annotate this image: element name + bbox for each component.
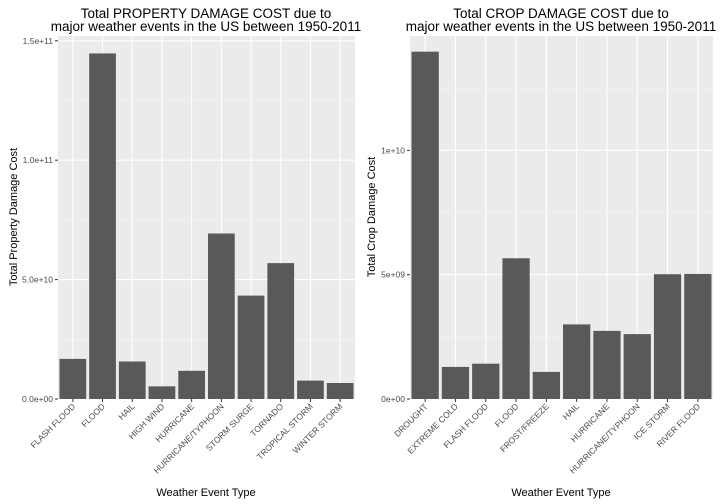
x-tick-label: HAIL (561, 401, 582, 422)
y-axis-ticks: 0e+00 5e+09 1e+10 (381, 145, 410, 404)
y-tick-label: 0e+00 (381, 394, 405, 404)
bar-hurricane (178, 370, 206, 399)
y-tick-label: 1.5e+11 (23, 36, 54, 46)
bar-river-flood (684, 273, 712, 399)
bar-tornado (267, 263, 295, 399)
bar-drought (411, 51, 439, 400)
bar-flash-flood (59, 358, 87, 399)
crop-damage-chart: Total CROP DAMAGE COST due to major weat… (366, 6, 716, 499)
x-tick-label: FLASH FLOOD (28, 401, 77, 450)
chart-title-line-2: major weather events in the US between 1… (406, 19, 716, 34)
y-tick-label: 1e+10 (381, 145, 405, 155)
bar-high-wind (148, 386, 176, 399)
x-tick-label: TROPICAL STORM (255, 401, 315, 461)
property-damage-chart: Total PROPERTY DAMAGE COST due to major … (8, 6, 361, 499)
bar-hurricane (593, 330, 621, 399)
bar-flood (89, 53, 116, 399)
y-tick-label: 5e+09 (381, 270, 405, 280)
bar-hurricane-typhoon (207, 233, 235, 399)
chart-title-line-1: Total CROP DAMAGE COST due to (453, 6, 669, 21)
bar-ice-storm (653, 274, 682, 399)
bar-storm-surge (237, 295, 265, 399)
chart-title-line-1: Total PROPERTY DAMAGE COST due to (81, 6, 332, 21)
y-tick-label: 5.0e+10 (22, 275, 53, 285)
bar-flash-flood (472, 363, 500, 399)
y-tick-label: 0.0e+00 (22, 394, 53, 404)
y-axis-ticks: 0.0e+00 5.0e+10 1.0e+11 1.5e+11 (22, 36, 58, 404)
bar-hail (118, 361, 146, 399)
y-axis-title: Total Property Damage Cost (8, 148, 20, 286)
bar-hurricane-typhoon (623, 334, 651, 399)
bars (411, 51, 712, 400)
bars (59, 53, 354, 399)
x-tick-label: FLOOD (79, 401, 107, 429)
x-tick-label: FLOOD (493, 401, 521, 429)
bar-frost-freeze (532, 371, 560, 399)
bar-hail (563, 324, 591, 399)
bar-tropical-storm (297, 380, 324, 399)
x-axis-title: Weather Event Type (511, 487, 610, 499)
y-tick-label: 1.0e+11 (23, 155, 54, 165)
bar-winter-storm (326, 382, 354, 399)
chart-title-line-2: major weather events in the US between 1… (51, 19, 361, 34)
x-tick-label: HAIL (116, 401, 137, 422)
bar-flood (502, 258, 530, 399)
bar-extreme-cold (441, 366, 470, 399)
y-axis-title: Total Crop Damage Cost (366, 157, 378, 277)
x-axis-title: Weather Event Type (156, 487, 255, 499)
